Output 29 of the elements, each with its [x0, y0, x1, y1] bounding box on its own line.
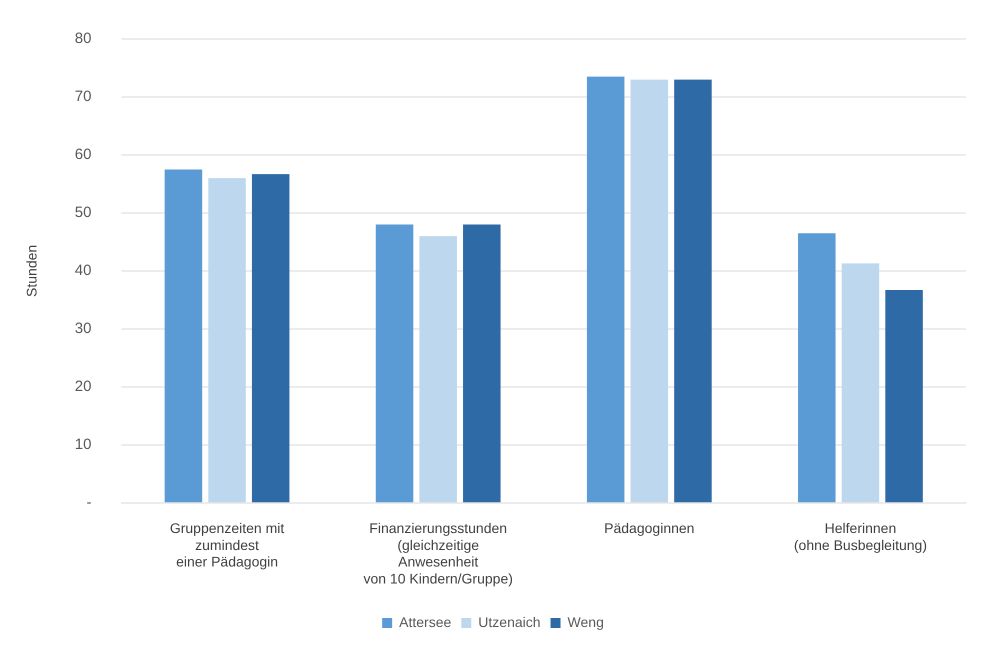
x-tick-label: Finanzierungsstunden (gleichzeitige Anwesenheit von 10 Kindern/Gruppe) [363, 520, 513, 586]
x-tick-label: Helferinnen (ohne Busbegleitung) [794, 520, 927, 553]
legend-label: Utzenaich [478, 614, 541, 630]
bar [586, 76, 624, 502]
y-tick-label: - [86, 494, 92, 511]
x-tick-label: Gruppenzeiten mit zumindest einer Pädagogin [170, 520, 284, 570]
bar [463, 224, 501, 502]
x-tick-label: Pädagoginnen [604, 520, 694, 536]
y-tick-label: 10 [74, 436, 92, 453]
legend-label: Weng [568, 614, 604, 630]
bar [798, 233, 836, 502]
bar [376, 224, 414, 502]
y-tick-label: 30 [74, 320, 92, 338]
bar [419, 236, 457, 502]
y-tick-label: 20 [74, 378, 92, 395]
y-tick-label: 50 [74, 204, 92, 222]
legend-label: Attersee [399, 614, 452, 630]
bar [630, 80, 668, 502]
bar [208, 178, 246, 502]
y-tick-label: 60 [74, 146, 92, 164]
y-tick-label: 70 [74, 88, 92, 106]
bar [842, 263, 880, 502]
bar [252, 174, 290, 502]
bar [885, 290, 923, 502]
y-axis-title: Stunden [23, 244, 40, 297]
bar [164, 169, 202, 502]
y-tick-label: 80 [74, 30, 92, 48]
bar [674, 80, 712, 502]
y-tick-label: 40 [74, 262, 92, 280]
